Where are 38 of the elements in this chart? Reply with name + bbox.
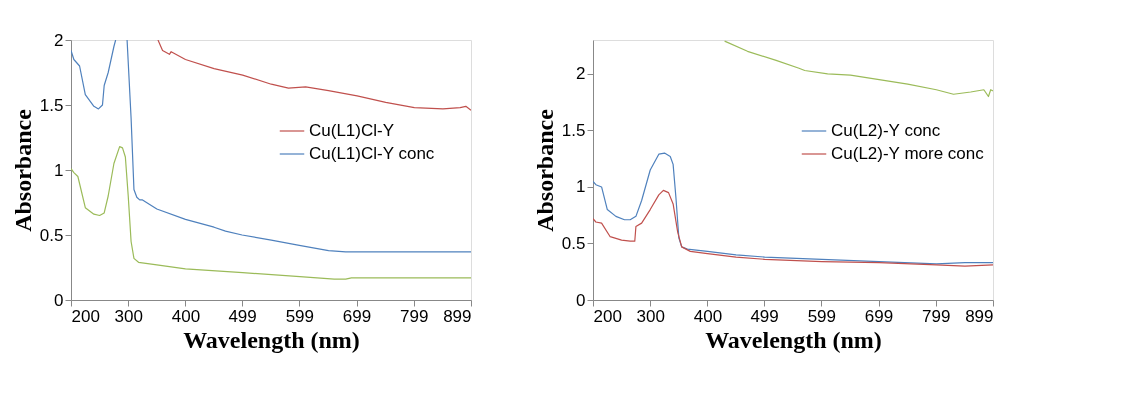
x-tick-label: 899 bbox=[965, 306, 994, 326]
legend-label: Cu(L2)-Y more conc bbox=[831, 144, 985, 163]
y-tick-label: 1.5 bbox=[561, 120, 586, 140]
x-tick-label: 400 bbox=[693, 306, 723, 326]
y-tick-label: 0 bbox=[576, 290, 586, 310]
line-series bbox=[724, 40, 993, 98]
legend-label: Cu(L1)Cl-Y bbox=[309, 121, 395, 140]
x-tick-label: 699 bbox=[864, 306, 894, 326]
x-tick-label: 200 bbox=[71, 306, 100, 326]
y-axis-title: Absorbance bbox=[531, 108, 558, 232]
x-tick-label: 799 bbox=[400, 306, 429, 326]
x-tick-label: 899 bbox=[443, 306, 472, 326]
y-tick-label: 0 bbox=[54, 290, 64, 310]
legend-label: Cu(L2)-Y conc bbox=[831, 121, 941, 140]
y-tick-label: 1 bbox=[576, 177, 586, 197]
y-axis-title: Absorbance bbox=[9, 108, 36, 232]
x-tick-label: 300 bbox=[114, 306, 143, 326]
y-tick-label: 1 bbox=[54, 160, 64, 180]
line-series bbox=[157, 40, 471, 111]
x-tick-label: 599 bbox=[807, 306, 837, 326]
line-series bbox=[71, 146, 471, 280]
y-tick-label: 2 bbox=[54, 30, 64, 50]
x-tick-label: 200 bbox=[593, 306, 622, 326]
y-tick-label: 1.5 bbox=[39, 95, 64, 115]
y-tick-label: 2 bbox=[576, 64, 586, 84]
x-axis-title: Wavelength (nm) bbox=[183, 326, 360, 353]
x-tick-label: 499 bbox=[228, 306, 257, 326]
x-axis-title: Wavelength (nm) bbox=[705, 326, 882, 353]
line-series bbox=[593, 189, 993, 267]
x-tick-label: 699 bbox=[342, 306, 372, 326]
legend-label: Cu(L1)Cl-Y conc bbox=[309, 144, 435, 163]
x-tick-label: 300 bbox=[636, 306, 665, 326]
x-tick-label: 499 bbox=[750, 306, 779, 326]
x-tick-label: 400 bbox=[171, 306, 201, 326]
x-tick-label: 599 bbox=[285, 306, 315, 326]
y-tick-label: 0.5 bbox=[561, 233, 586, 253]
y-tick-label: 0.5 bbox=[39, 225, 64, 245]
x-tick-label: 799 bbox=[922, 306, 951, 326]
